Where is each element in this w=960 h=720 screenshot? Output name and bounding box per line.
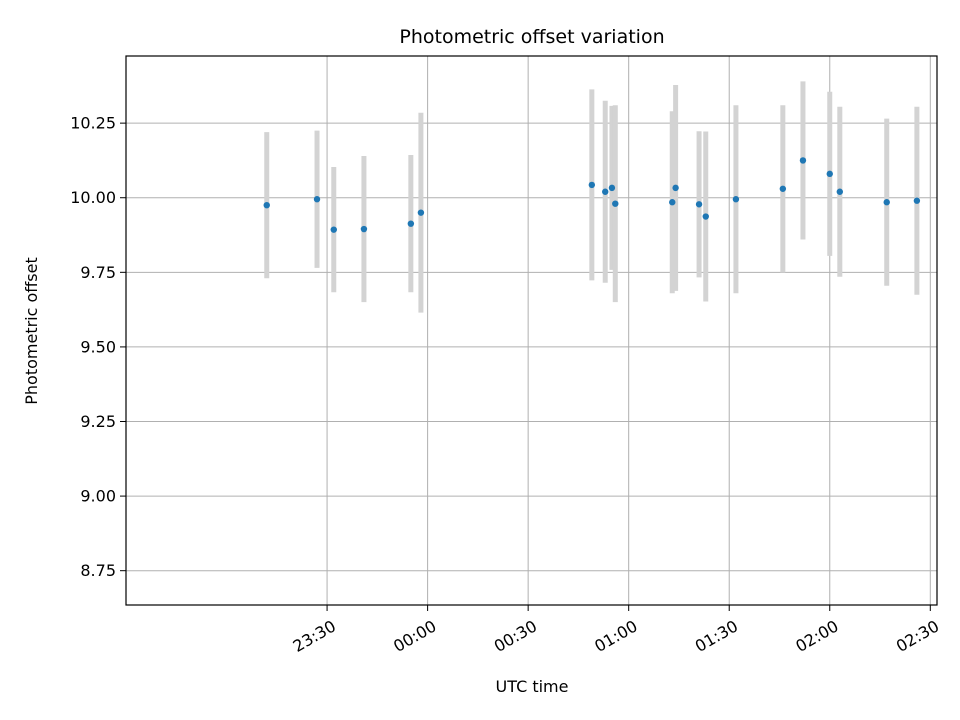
data-point (672, 184, 679, 192)
chart-title: Photometric offset variation (399, 26, 664, 48)
data-point (602, 188, 609, 195)
x-axis-label: UTC time (496, 677, 569, 696)
data-point (588, 181, 596, 189)
data-point (826, 170, 833, 178)
data-point (702, 213, 709, 220)
data-point (913, 197, 921, 204)
y-tick-label: 9.50 (80, 337, 116, 356)
data-point (263, 201, 270, 209)
x-tick-label: 23:30 (290, 616, 339, 656)
x-tick-label: 01:30 (692, 616, 741, 656)
x-tick-label: 02:30 (893, 616, 942, 656)
data-point (883, 199, 890, 206)
y-axis: 8.75 9.00 9.25 9.50 9.75 10.00 10.25 (70, 114, 126, 580)
data-point (669, 199, 676, 206)
y-tick-label: 9.25 (80, 412, 116, 431)
y-tick-label: 8.75 (80, 561, 116, 580)
error-bars (264, 81, 920, 313)
x-tick-label: 00:00 (390, 616, 439, 656)
x-tick-label: 00:30 (491, 616, 540, 656)
plot-frame (125, 55, 938, 606)
data-point (360, 225, 368, 233)
y-tick-label: 10.25 (70, 114, 116, 133)
y-tick-label: 10.00 (70, 188, 116, 207)
y-tick-label: 9.00 (80, 487, 116, 506)
x-tick-label: 01:00 (591, 616, 640, 656)
data-point (612, 200, 619, 207)
data-point (330, 226, 337, 233)
data-point (407, 220, 415, 227)
data-point (836, 188, 844, 195)
data-points (263, 157, 921, 233)
data-point (608, 184, 616, 192)
x-tick-label: 02:00 (792, 616, 841, 656)
data-point (732, 196, 740, 203)
data-point (313, 196, 321, 203)
data-point (799, 157, 807, 164)
data-point (417, 209, 425, 216)
grid-lines (126, 56, 937, 605)
y-axis-label: Photometric offset (22, 257, 41, 405)
y-tick-label: 9.75 (80, 263, 116, 282)
data-point (779, 185, 787, 192)
data-point (695, 201, 703, 208)
